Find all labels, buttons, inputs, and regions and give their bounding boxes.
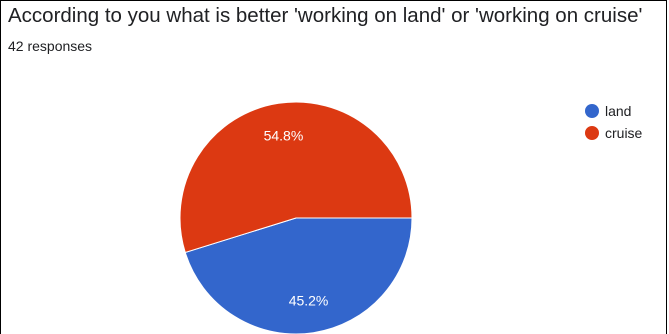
pie-slice-cruise[interactable] bbox=[179, 101, 413, 254]
pie-slice-land[interactable] bbox=[184, 217, 413, 334]
response-count: 42 responses bbox=[8, 38, 93, 54]
legend-label-land: land bbox=[605, 103, 632, 119]
legend-item-land[interactable]: land bbox=[585, 100, 642, 122]
slice-label-cruise: 54.8% bbox=[264, 127, 304, 143]
legend-swatch-cruise bbox=[585, 126, 599, 140]
legend: land cruise bbox=[585, 100, 642, 144]
legend-swatch-land bbox=[585, 104, 599, 118]
legend-item-cruise[interactable]: cruise bbox=[585, 122, 642, 144]
legend-label-cruise: cruise bbox=[605, 125, 643, 141]
question-title: According to you what is better 'working… bbox=[8, 4, 643, 27]
slice-label-land: 45.2% bbox=[289, 293, 329, 309]
